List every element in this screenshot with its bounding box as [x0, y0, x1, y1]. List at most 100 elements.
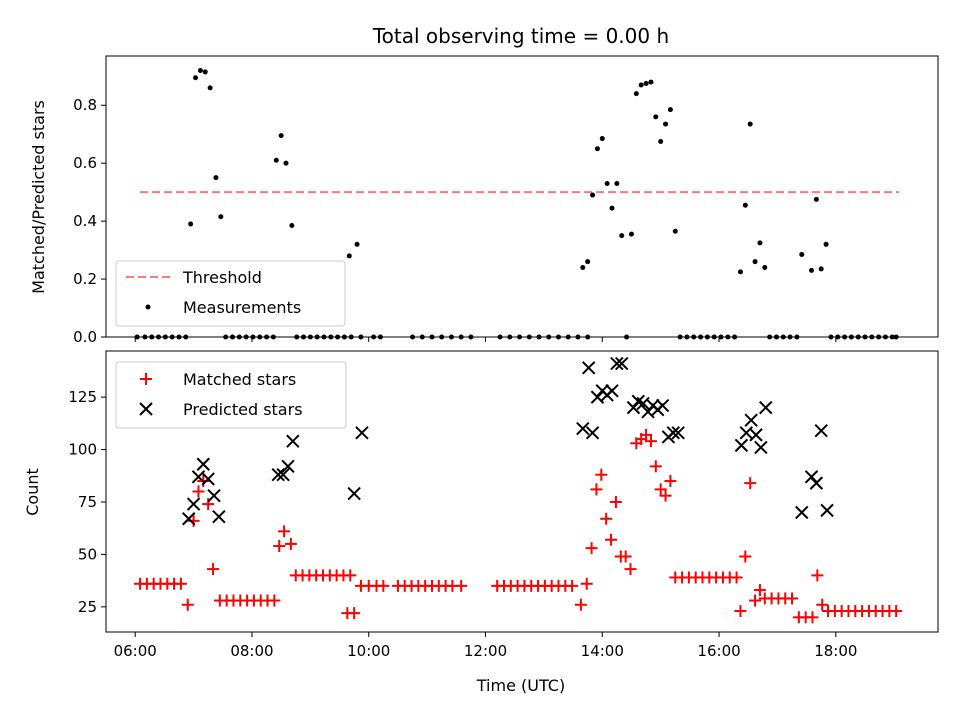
top-y-tick-label: 0.6 [73, 154, 97, 172]
top-y-tick-label: 0.0 [73, 328, 97, 346]
measurement-point [752, 259, 758, 265]
matched-star-marker [644, 435, 657, 448]
measurement-point [609, 205, 615, 211]
legend-measurements-label: Measurements [183, 298, 301, 317]
measurement-point [594, 146, 600, 152]
legend-matched-swatch [140, 373, 152, 385]
x-tick-label: 10:00 [347, 642, 390, 660]
matched-star-marker [268, 594, 281, 607]
predicted-star-marker [754, 440, 768, 455]
predicted-star-marker [795, 505, 809, 520]
top-legend: Threshold Measurements [115, 260, 346, 327]
matched-star-marker [455, 579, 468, 592]
legend-matched-label: Matched stars [183, 370, 296, 389]
bottom-y-tick-label: 50 [78, 545, 97, 563]
matched-star-marker [566, 579, 579, 592]
predicted-star-marker [585, 426, 600, 440]
measurement-point [813, 196, 819, 202]
matched-star-marker [811, 569, 824, 582]
measurement-point [273, 157, 279, 163]
measurement-point [638, 82, 644, 88]
predicted-star-marker [610, 356, 624, 371]
measurement-point [633, 91, 639, 97]
predicted-star-marker [186, 497, 201, 511]
matched-star-marker [600, 512, 613, 525]
measurement-point [818, 266, 824, 272]
matched-star-marker [619, 550, 632, 563]
measurement-point [289, 222, 295, 228]
predicted-star-marker [276, 468, 290, 482]
matched-star-marker [192, 485, 205, 498]
predicted-star-marker [212, 509, 226, 524]
measurement-point [354, 241, 360, 247]
predicted-star-marker [626, 400, 641, 415]
matched-star-marker [174, 577, 187, 590]
matched-star-marker [624, 563, 637, 576]
predicted-star-marker [820, 503, 834, 518]
x-tick-label: 12:00 [464, 642, 507, 660]
measurement-point [197, 67, 203, 73]
matched-star-marker [786, 592, 799, 605]
measurement-point [213, 175, 219, 181]
measurement-point [207, 85, 213, 91]
predicted-star-marker [196, 457, 211, 471]
predicted-star-marker [615, 356, 629, 371]
matched-star-marker [806, 611, 819, 624]
matched-star-marker [348, 607, 361, 620]
top-legend-box [115, 260, 346, 327]
measurement-point [658, 138, 664, 144]
bottom-panel: 25 50 75 100 125 06:00 08:00 10:00 12:00 14:00 16:… [23, 350, 939, 695]
predicted-star-marker [201, 472, 215, 486]
measurement-point [346, 253, 352, 259]
matched-star-marker [664, 475, 677, 488]
measurement-point [667, 107, 673, 113]
predicted-star-marker [355, 426, 369, 440]
measurement-point [590, 192, 596, 198]
matched-star-marker [377, 579, 390, 592]
measurement-point [278, 133, 284, 139]
matched-star-marker [816, 598, 829, 611]
measurement-point [614, 180, 620, 186]
bottom-y-tick-label: 25 [78, 598, 97, 616]
measurement-point [747, 121, 753, 127]
matched-star-marker [344, 569, 357, 582]
predicted-star-marker [347, 486, 361, 501]
predicted-star-marker [814, 423, 828, 438]
measurement-point [580, 264, 586, 270]
matched-star-marker [595, 468, 608, 481]
bottom-y-tick-label: 100 [68, 441, 97, 459]
predicted-star-marker [207, 488, 221, 503]
measurement-point [283, 160, 289, 166]
matched-star-marker [574, 598, 587, 611]
bottom-plot-marks [134, 356, 903, 624]
matched-star-marker [590, 483, 603, 496]
x-tick-label: 18:00 [814, 642, 857, 660]
measurement-point [808, 267, 814, 273]
measurement-point [643, 81, 649, 87]
predicted-star-marker [744, 413, 758, 427]
matched-star-marker [753, 584, 766, 597]
x-tick-label: 16:00 [697, 642, 740, 660]
measurement-point [653, 114, 659, 120]
legend-threshold-label: Threshold [182, 268, 262, 287]
bottom-legend-box [115, 361, 347, 429]
predicted-star-marker [655, 398, 670, 413]
matched-star-marker [749, 594, 762, 607]
matched-star-marker [580, 577, 593, 590]
matched-star-marker [609, 495, 622, 508]
predicted-star-marker [804, 470, 819, 484]
matched-star-marker [734, 605, 747, 618]
bottom-y-tick-label: 75 [78, 493, 97, 511]
measurement-point [628, 231, 634, 237]
measurement-point [757, 240, 763, 246]
predicted-star-marker [809, 476, 824, 490]
measurement-point [737, 269, 743, 275]
top-panel: 0.0 0.2 0.4 0.6 0.8 Matched/Predicted stars [29, 55, 939, 346]
predicted-star-marker [286, 434, 300, 448]
matched-star-marker [654, 483, 667, 496]
x-tick-label: 08:00 [230, 642, 273, 660]
matched-star-marker [640, 428, 653, 441]
top-y-tick-label: 0.8 [73, 96, 97, 114]
